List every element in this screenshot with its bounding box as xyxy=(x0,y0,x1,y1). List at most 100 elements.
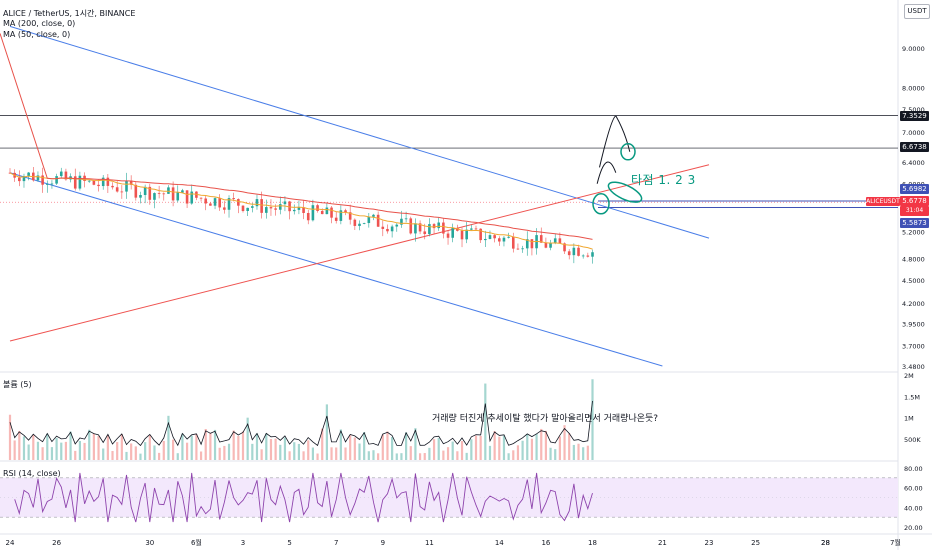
volume-bar xyxy=(377,453,380,460)
candle-body xyxy=(386,228,389,232)
candle-body xyxy=(432,224,436,229)
candle-body xyxy=(437,222,441,229)
volume-bar xyxy=(568,433,571,460)
candle-body xyxy=(348,212,352,220)
candle-body xyxy=(50,183,54,185)
time-tick-label: 16 xyxy=(541,539,550,547)
rsi-legend[interactable]: RSI (14, close) xyxy=(3,469,61,478)
bar-countdown-label: 31:04 xyxy=(900,206,929,216)
trendline xyxy=(9,172,663,367)
volume-bar xyxy=(209,433,212,460)
candle-body xyxy=(567,251,571,256)
candle-body xyxy=(470,228,473,230)
candle-body xyxy=(488,235,492,239)
volume-bar xyxy=(106,435,109,460)
candle-body xyxy=(451,227,454,238)
candle-body xyxy=(87,180,91,182)
volume-bar xyxy=(69,431,72,460)
price-tick-label: 3.9500 xyxy=(902,321,925,329)
volume-bar xyxy=(22,436,26,460)
volume-bar xyxy=(251,443,254,460)
volume-bar xyxy=(8,414,12,460)
candle-body xyxy=(395,224,399,227)
volume-bar xyxy=(74,450,77,460)
candle-body xyxy=(484,238,487,241)
candle-body xyxy=(306,212,310,221)
volume-bar xyxy=(363,432,366,460)
candle-body xyxy=(418,223,422,232)
time-tick-label: 21 xyxy=(658,539,667,547)
candle-body xyxy=(204,198,208,204)
time-tick-label: 28 xyxy=(821,539,830,547)
time-tick-label: 3 xyxy=(241,539,245,547)
volume-bar xyxy=(465,452,468,460)
volume-bar xyxy=(148,435,151,460)
volume-bar xyxy=(325,404,328,460)
volume-bar xyxy=(339,429,342,460)
time-tick-label: 18 xyxy=(588,539,597,547)
candle-body xyxy=(255,199,259,207)
ma50-legend[interactable]: MA (50, close, 0) xyxy=(3,30,71,39)
candle-body xyxy=(302,207,305,213)
volume-bar xyxy=(540,428,543,460)
volume-bar xyxy=(223,445,226,460)
candle-body xyxy=(162,193,166,195)
candle-body xyxy=(106,177,110,186)
volume-bar xyxy=(432,439,436,460)
volume-bar xyxy=(586,445,589,460)
candle-body xyxy=(139,195,142,198)
volume-bar xyxy=(46,433,49,460)
volume-tick-label: 1M xyxy=(904,415,914,423)
volume-bar xyxy=(92,433,95,460)
candle-body xyxy=(586,255,590,257)
candle-body xyxy=(372,214,375,217)
candle-body xyxy=(400,218,403,225)
candle-body xyxy=(181,190,184,193)
volume-bar xyxy=(134,446,137,460)
time-tick-label: 30 xyxy=(145,539,154,547)
volume-bar xyxy=(293,442,296,460)
candle-body xyxy=(474,228,478,230)
volume-bar xyxy=(88,429,91,460)
volume-bar xyxy=(456,451,459,460)
candle-body xyxy=(344,210,347,213)
volume-bar xyxy=(405,432,408,460)
volume-bar xyxy=(185,442,189,460)
candle-body xyxy=(171,187,175,201)
candle-body xyxy=(353,219,357,226)
volume-bar xyxy=(279,444,282,460)
volume-tick-label: 1.5M xyxy=(904,393,920,401)
volume-bar xyxy=(437,438,440,460)
candle-body xyxy=(278,204,282,210)
volume-bar xyxy=(111,450,114,460)
volume-tick-label: 500K xyxy=(904,436,921,444)
volume-bar xyxy=(344,447,347,460)
ma50-line xyxy=(9,172,593,250)
candle-body xyxy=(423,231,427,235)
candle-body xyxy=(269,207,273,209)
candle-body xyxy=(36,175,40,181)
volume-bar xyxy=(316,453,319,460)
volume-bar xyxy=(391,436,394,460)
rsi-tick-label: 60.00 xyxy=(904,485,923,493)
candle-body xyxy=(288,201,291,212)
volume-bar xyxy=(484,383,487,460)
currency-unit-button[interactable]: USDT xyxy=(904,4,930,19)
rsi-tick-label: 20.00 xyxy=(904,524,923,532)
volume-bar xyxy=(460,441,464,460)
candle-body xyxy=(265,207,268,213)
candle-body xyxy=(129,180,133,185)
lower-range-label: 5.5873 xyxy=(900,218,929,228)
volume-legend[interactable]: 볼륨 (5) xyxy=(3,380,32,389)
volume-bar xyxy=(493,431,496,460)
volume-bar xyxy=(283,437,287,460)
volume-bar xyxy=(246,417,249,460)
volume-bar xyxy=(428,447,431,460)
volume-bar xyxy=(512,450,515,460)
candle-body xyxy=(101,177,105,187)
price-tick-label: 5.2000 xyxy=(902,229,925,237)
volume-bar xyxy=(125,451,128,460)
time-tick-label: 25 xyxy=(751,539,760,547)
ma200-legend[interactable]: MA (200, close, 0) xyxy=(3,19,76,28)
